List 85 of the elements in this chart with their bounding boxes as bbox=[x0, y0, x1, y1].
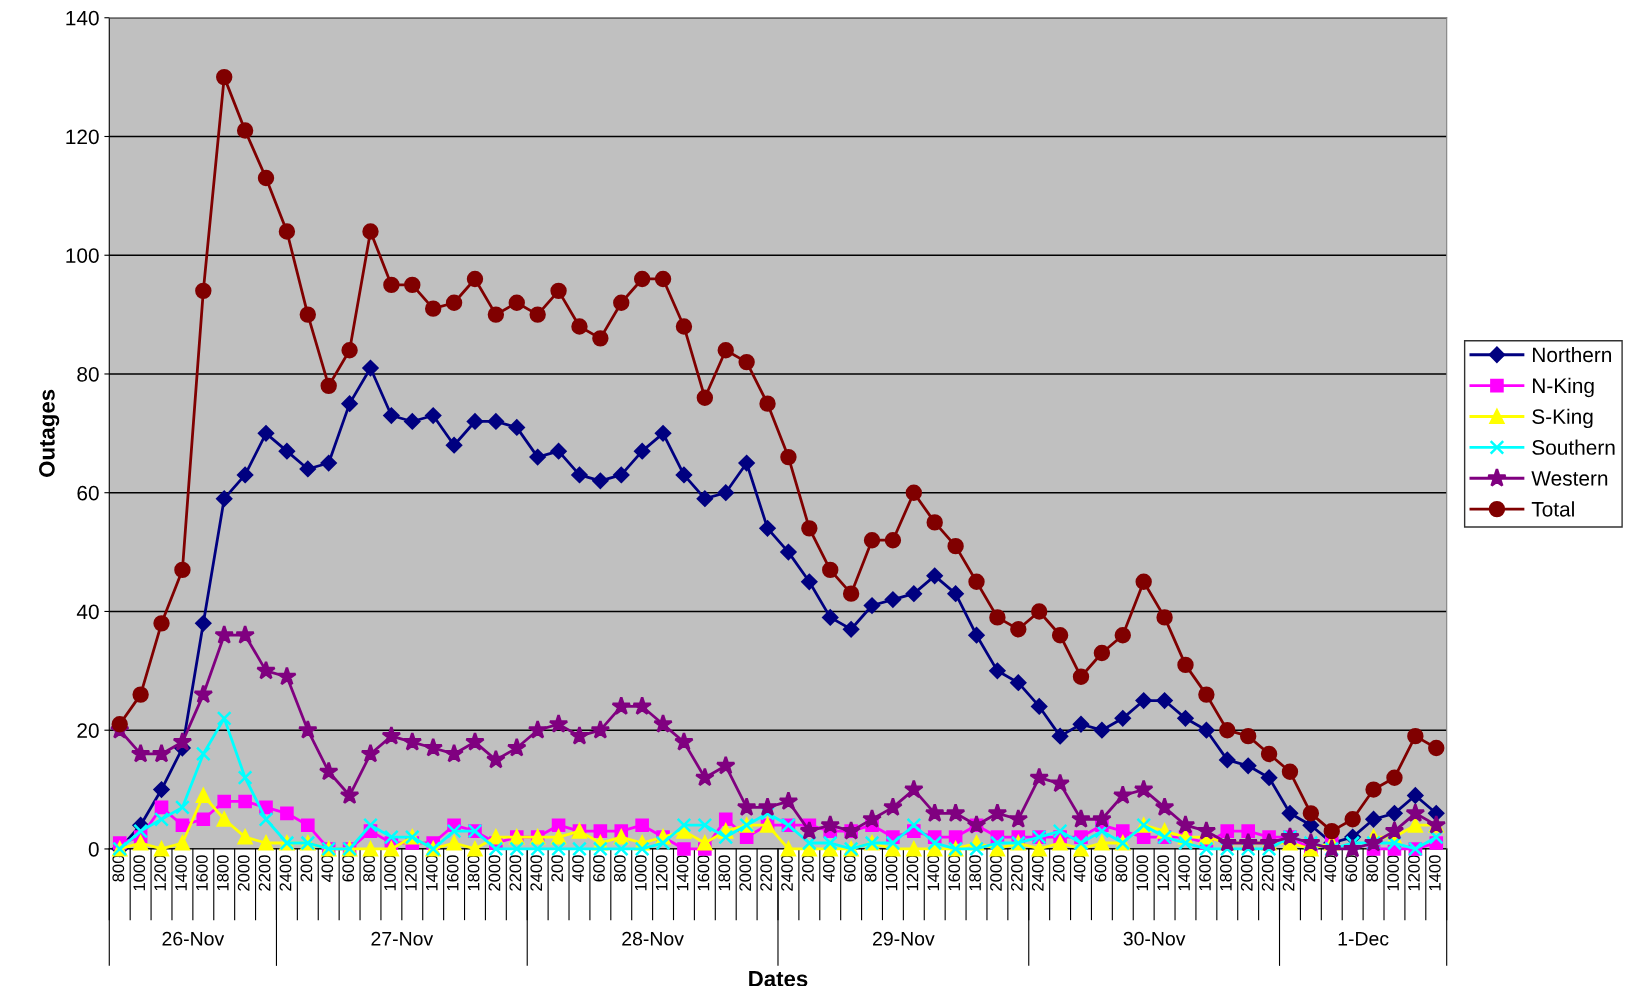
x-tick-label: 1400 bbox=[175, 855, 187, 891]
x-tick-label: 1000 bbox=[1387, 855, 1399, 891]
x-tick-label: 600 bbox=[593, 855, 605, 882]
x-tick-label: 2000 bbox=[237, 855, 250, 891]
x-tick-label: 1400 bbox=[425, 855, 438, 891]
x-tick-label: 600 bbox=[1345, 855, 1358, 882]
legend-label: S-King bbox=[1532, 408, 1593, 429]
x-tick-label: 1800 bbox=[216, 855, 229, 891]
x-tick-label: 800 bbox=[613, 855, 626, 882]
x-tick-label: 1200 bbox=[1408, 855, 1420, 891]
x-tick-label: 400 bbox=[822, 855, 835, 882]
x-tick-label: 1000 bbox=[885, 855, 898, 891]
y-tick-label: 140 bbox=[66, 10, 99, 26]
x-tick-label: 1800 bbox=[1219, 855, 1232, 891]
x-tick-label: 800 bbox=[1366, 855, 1379, 882]
text: 29-Nov bbox=[873, 931, 935, 946]
x-tick-label: 1000 bbox=[133, 855, 146, 891]
x-tick-label: 800 bbox=[363, 855, 375, 882]
y-axis-title: Outages bbox=[39, 389, 60, 477]
y-tick-label: 120 bbox=[66, 129, 99, 145]
text: 1-Dec bbox=[1338, 932, 1389, 946]
x-tick-label: 200 bbox=[300, 855, 313, 882]
y-tick-label: 100 bbox=[66, 248, 99, 263]
x-tick-label: 2400 bbox=[781, 855, 793, 891]
x-tick-label: 1400 bbox=[1178, 855, 1190, 891]
legend-label: Western bbox=[1531, 471, 1608, 486]
legend-label: Northern bbox=[1533, 346, 1612, 363]
x-tick-label: 1800 bbox=[969, 855, 981, 891]
x-tick-label: 2400 bbox=[1282, 855, 1295, 891]
x-axis-title: Dates bbox=[749, 971, 808, 986]
x-tick-label: 2200 bbox=[1261, 855, 1274, 891]
text: 26-Nov bbox=[162, 931, 225, 946]
x-tick-label: 2200 bbox=[760, 855, 773, 891]
x-tick-label: 1200 bbox=[1157, 855, 1170, 891]
x-tick-label: 400 bbox=[321, 855, 334, 882]
text: 30-Nov bbox=[1123, 931, 1186, 946]
x-tick-label: 1400 bbox=[1428, 855, 1441, 891]
legend-label: Southern bbox=[1532, 439, 1615, 455]
x-tick-label: 1000 bbox=[384, 855, 396, 891]
x-tick-label: 1600 bbox=[195, 855, 208, 891]
legend-label: N-King bbox=[1533, 377, 1594, 398]
x-tick-label: 400 bbox=[572, 855, 584, 882]
x-tick-label: 1000 bbox=[634, 855, 647, 891]
x-tick-label: 1400 bbox=[927, 855, 940, 891]
x-tick-label: 600 bbox=[342, 855, 355, 882]
x-tick-label: 1600 bbox=[446, 855, 459, 891]
x-tick-label: 1200 bbox=[154, 855, 166, 891]
x-tick-label: 200 bbox=[551, 855, 564, 882]
x-tick-label: 2400 bbox=[530, 855, 543, 891]
x-tick-label: 1600 bbox=[1199, 855, 1211, 891]
x-tick-label: 2200 bbox=[509, 855, 522, 891]
x-tick-label: 400 bbox=[1073, 855, 1086, 882]
text: 27-Nov bbox=[371, 931, 434, 946]
x-tick-label: 200 bbox=[802, 855, 814, 882]
x-tick-label: 400 bbox=[1324, 855, 1337, 882]
y-tick-label: 80 bbox=[77, 366, 99, 382]
legend-label: Total bbox=[1531, 501, 1574, 517]
x-tick-label: 1400 bbox=[676, 855, 689, 891]
y-tick-label: 60 bbox=[77, 485, 99, 501]
x-tick-label: 200 bbox=[1052, 855, 1065, 882]
x-tick-label: 1200 bbox=[404, 855, 417, 891]
y-tick-label: 40 bbox=[76, 604, 99, 620]
x-tick-label: 1600 bbox=[697, 855, 710, 891]
x-tick-label: 1000 bbox=[1136, 855, 1149, 891]
x-tick-label: 2000 bbox=[990, 855, 1002, 891]
x-tick-label: 2000 bbox=[488, 855, 501, 891]
x-tick-label: 800 bbox=[1115, 855, 1128, 882]
text: 28-Nov bbox=[622, 931, 684, 946]
x-tick-label: 600 bbox=[843, 855, 856, 882]
x-tick-label: 1600 bbox=[948, 855, 961, 891]
x-tick-label: 1200 bbox=[906, 855, 919, 891]
x-tick-label: 1800 bbox=[467, 855, 480, 891]
x-tick-label: 2400 bbox=[279, 855, 292, 891]
x-tick-label: 1200 bbox=[655, 855, 668, 891]
x-tick-label: 2200 bbox=[1010, 855, 1023, 891]
y-tick-label: 0 bbox=[88, 841, 99, 857]
x-tick-label: 2200 bbox=[258, 855, 271, 891]
x-tick-label: 2400 bbox=[1031, 855, 1044, 891]
x-tick-label: 2000 bbox=[1240, 855, 1253, 891]
x-tick-label: 2000 bbox=[739, 855, 752, 891]
x-tick-label: 800 bbox=[864, 855, 877, 882]
y-tick-label: 20 bbox=[77, 723, 99, 738]
x-tick-label: 1800 bbox=[718, 855, 731, 891]
x-tick-label: 600 bbox=[1094, 855, 1107, 882]
x-tick-label: 200 bbox=[1303, 855, 1316, 882]
